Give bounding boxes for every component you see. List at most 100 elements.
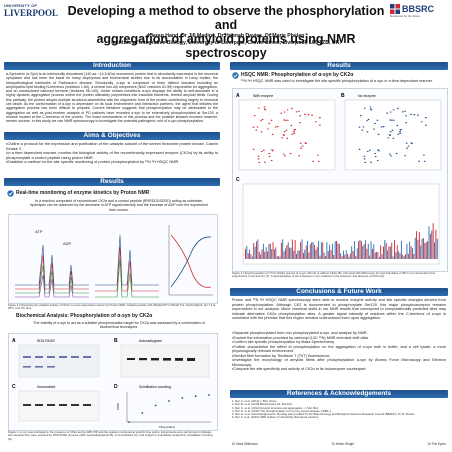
hsqc-peak: [276, 126, 279, 128]
shift-bar: [269, 243, 271, 259]
shift-bar: [420, 245, 422, 259]
reference-item: 4. Ref. D. et al. (2015) The phosphoryla…: [232, 408, 332, 413]
hsqc-peak: [268, 152, 270, 155]
shift-bar: [396, 245, 398, 259]
hsqc-peak: [374, 155, 377, 158]
reference-item: 2. Ref. B. et al. (2010) Biochemistry 49…: [232, 402, 293, 407]
shift-bar: [362, 246, 364, 259]
hsqc-peak: [267, 128, 269, 130]
shift-bar: [308, 252, 310, 259]
figure-2-panels: A SDS-PAGE B Autoradiogram C Immunoblot …: [12, 338, 211, 429]
bbsrc-logo: BBSRC bioscience for the future: [390, 4, 448, 24]
fig3-panel-c: C: [236, 177, 240, 183]
shift-bar: [302, 253, 304, 259]
hsqc-peak: [285, 129, 288, 131]
hsqc-peak: [358, 148, 361, 150]
shift-bar: [356, 248, 358, 259]
shift-bar: [367, 243, 369, 259]
shift-bar: [402, 254, 404, 259]
hsqc-peak: [284, 155, 286, 157]
shift-bar: [336, 240, 337, 259]
shift-bar: [258, 251, 260, 259]
fig3-panel-b: B: [341, 93, 345, 99]
shift-bar: [326, 242, 328, 259]
hsqc-peak: [389, 119, 392, 121]
shift-bar: [246, 245, 248, 259]
bbsrc-subtext: bioscience for the future: [390, 14, 420, 18]
shift-bar: [314, 245, 315, 259]
shift-bar: [261, 249, 263, 259]
introduction-header: Introduction: [4, 62, 220, 70]
bbsrc-emblem-icon: [390, 4, 400, 14]
introduction-text: α-Synuclein (α-Syn) is an intrinsically …: [6, 72, 218, 124]
shift-bar: [427, 241, 429, 259]
shift-bar: [381, 254, 383, 259]
hsqc-peak: [422, 154, 425, 156]
reference-item: 1. Ref. A. et al. (2012) J. Biol. Chem.: [232, 400, 278, 403]
authors: Kieran Hand, Dr Jill Madine, Dr Hannah D…: [147, 33, 305, 39]
hsqc-peak: [314, 121, 317, 123]
shift-bar: [403, 256, 405, 259]
shift-bar: [283, 251, 285, 259]
hsqc-peak: [294, 128, 297, 131]
hsqc-peak: [257, 155, 260, 157]
shift-bar: [410, 246, 412, 259]
shift-bar: [300, 241, 302, 259]
hsqc-peak: [392, 119, 395, 121]
hsqc-peak: [274, 126, 277, 128]
panel-b-label: B: [114, 338, 118, 344]
results-left-header: Results: [4, 178, 220, 186]
shift-bar: [380, 245, 382, 259]
hsqc-peak: [295, 111, 298, 113]
figure-2: A SDS-PAGE B Autoradiogram C Immunoblot …: [8, 333, 218, 431]
shift-bar: [331, 243, 333, 259]
shift-bar: [358, 241, 360, 259]
shift-bar: [327, 251, 329, 259]
footer-left: Dr Mark Wilkinson: [232, 442, 258, 446]
hsqc-peak: [399, 131, 401, 133]
shift-bar: [370, 241, 372, 259]
legend-with: With enzyme: [253, 94, 273, 98]
hsqc-peak: [364, 161, 367, 164]
shift-bar: [333, 254, 335, 259]
figure-1-spectra: ATP ADP: [15, 225, 213, 298]
hsqc-peak: [252, 148, 255, 150]
hsqc-peak: [382, 126, 385, 128]
references-header: References & Acknowledgements: [230, 390, 448, 398]
shift-bar: [436, 238, 438, 259]
shift-bar: [418, 232, 420, 259]
hsqc-peak: [395, 152, 398, 155]
shift-bar: [365, 240, 366, 259]
hsqc-peak: [260, 131, 263, 133]
shift-bar: [316, 247, 318, 259]
shift-bar: [428, 226, 430, 259]
shift-bar: [319, 255, 321, 259]
shift-bar: [286, 245, 288, 259]
hsqc-peak: [282, 153, 285, 155]
poster-title: Developing a method to observe the phosp…: [60, 4, 392, 60]
atp-decay-line: [170, 234, 212, 288]
hsqc-peak: [253, 115, 256, 117]
shift-bar: [265, 247, 267, 259]
hsqc-peak: [377, 133, 380, 135]
hsqc-peak: [404, 110, 406, 112]
hsqc-peak: [423, 160, 426, 162]
shift-bar: [395, 252, 397, 259]
shift-bar: [355, 256, 357, 259]
scint-point: [194, 395, 197, 398]
shift-bar: [383, 246, 384, 259]
shift-bar: [354, 241, 355, 259]
hsqc-peak: [405, 142, 408, 144]
hsqc-peak: [307, 114, 310, 116]
hsqc-peak: [299, 115, 301, 117]
hsqc-peak: [418, 160, 420, 162]
shift-bar: [297, 250, 299, 259]
shift-bar: [290, 247, 292, 259]
shift-bar: [329, 244, 331, 259]
hsqc-peak: [300, 147, 302, 149]
results-desc-2: The viability of α-syn to act as a suita…: [33, 321, 205, 330]
shift-bar: [267, 251, 268, 259]
hsqc-peak: [293, 131, 295, 133]
shift-bar: [256, 241, 257, 259]
shift-bar: [262, 243, 264, 259]
